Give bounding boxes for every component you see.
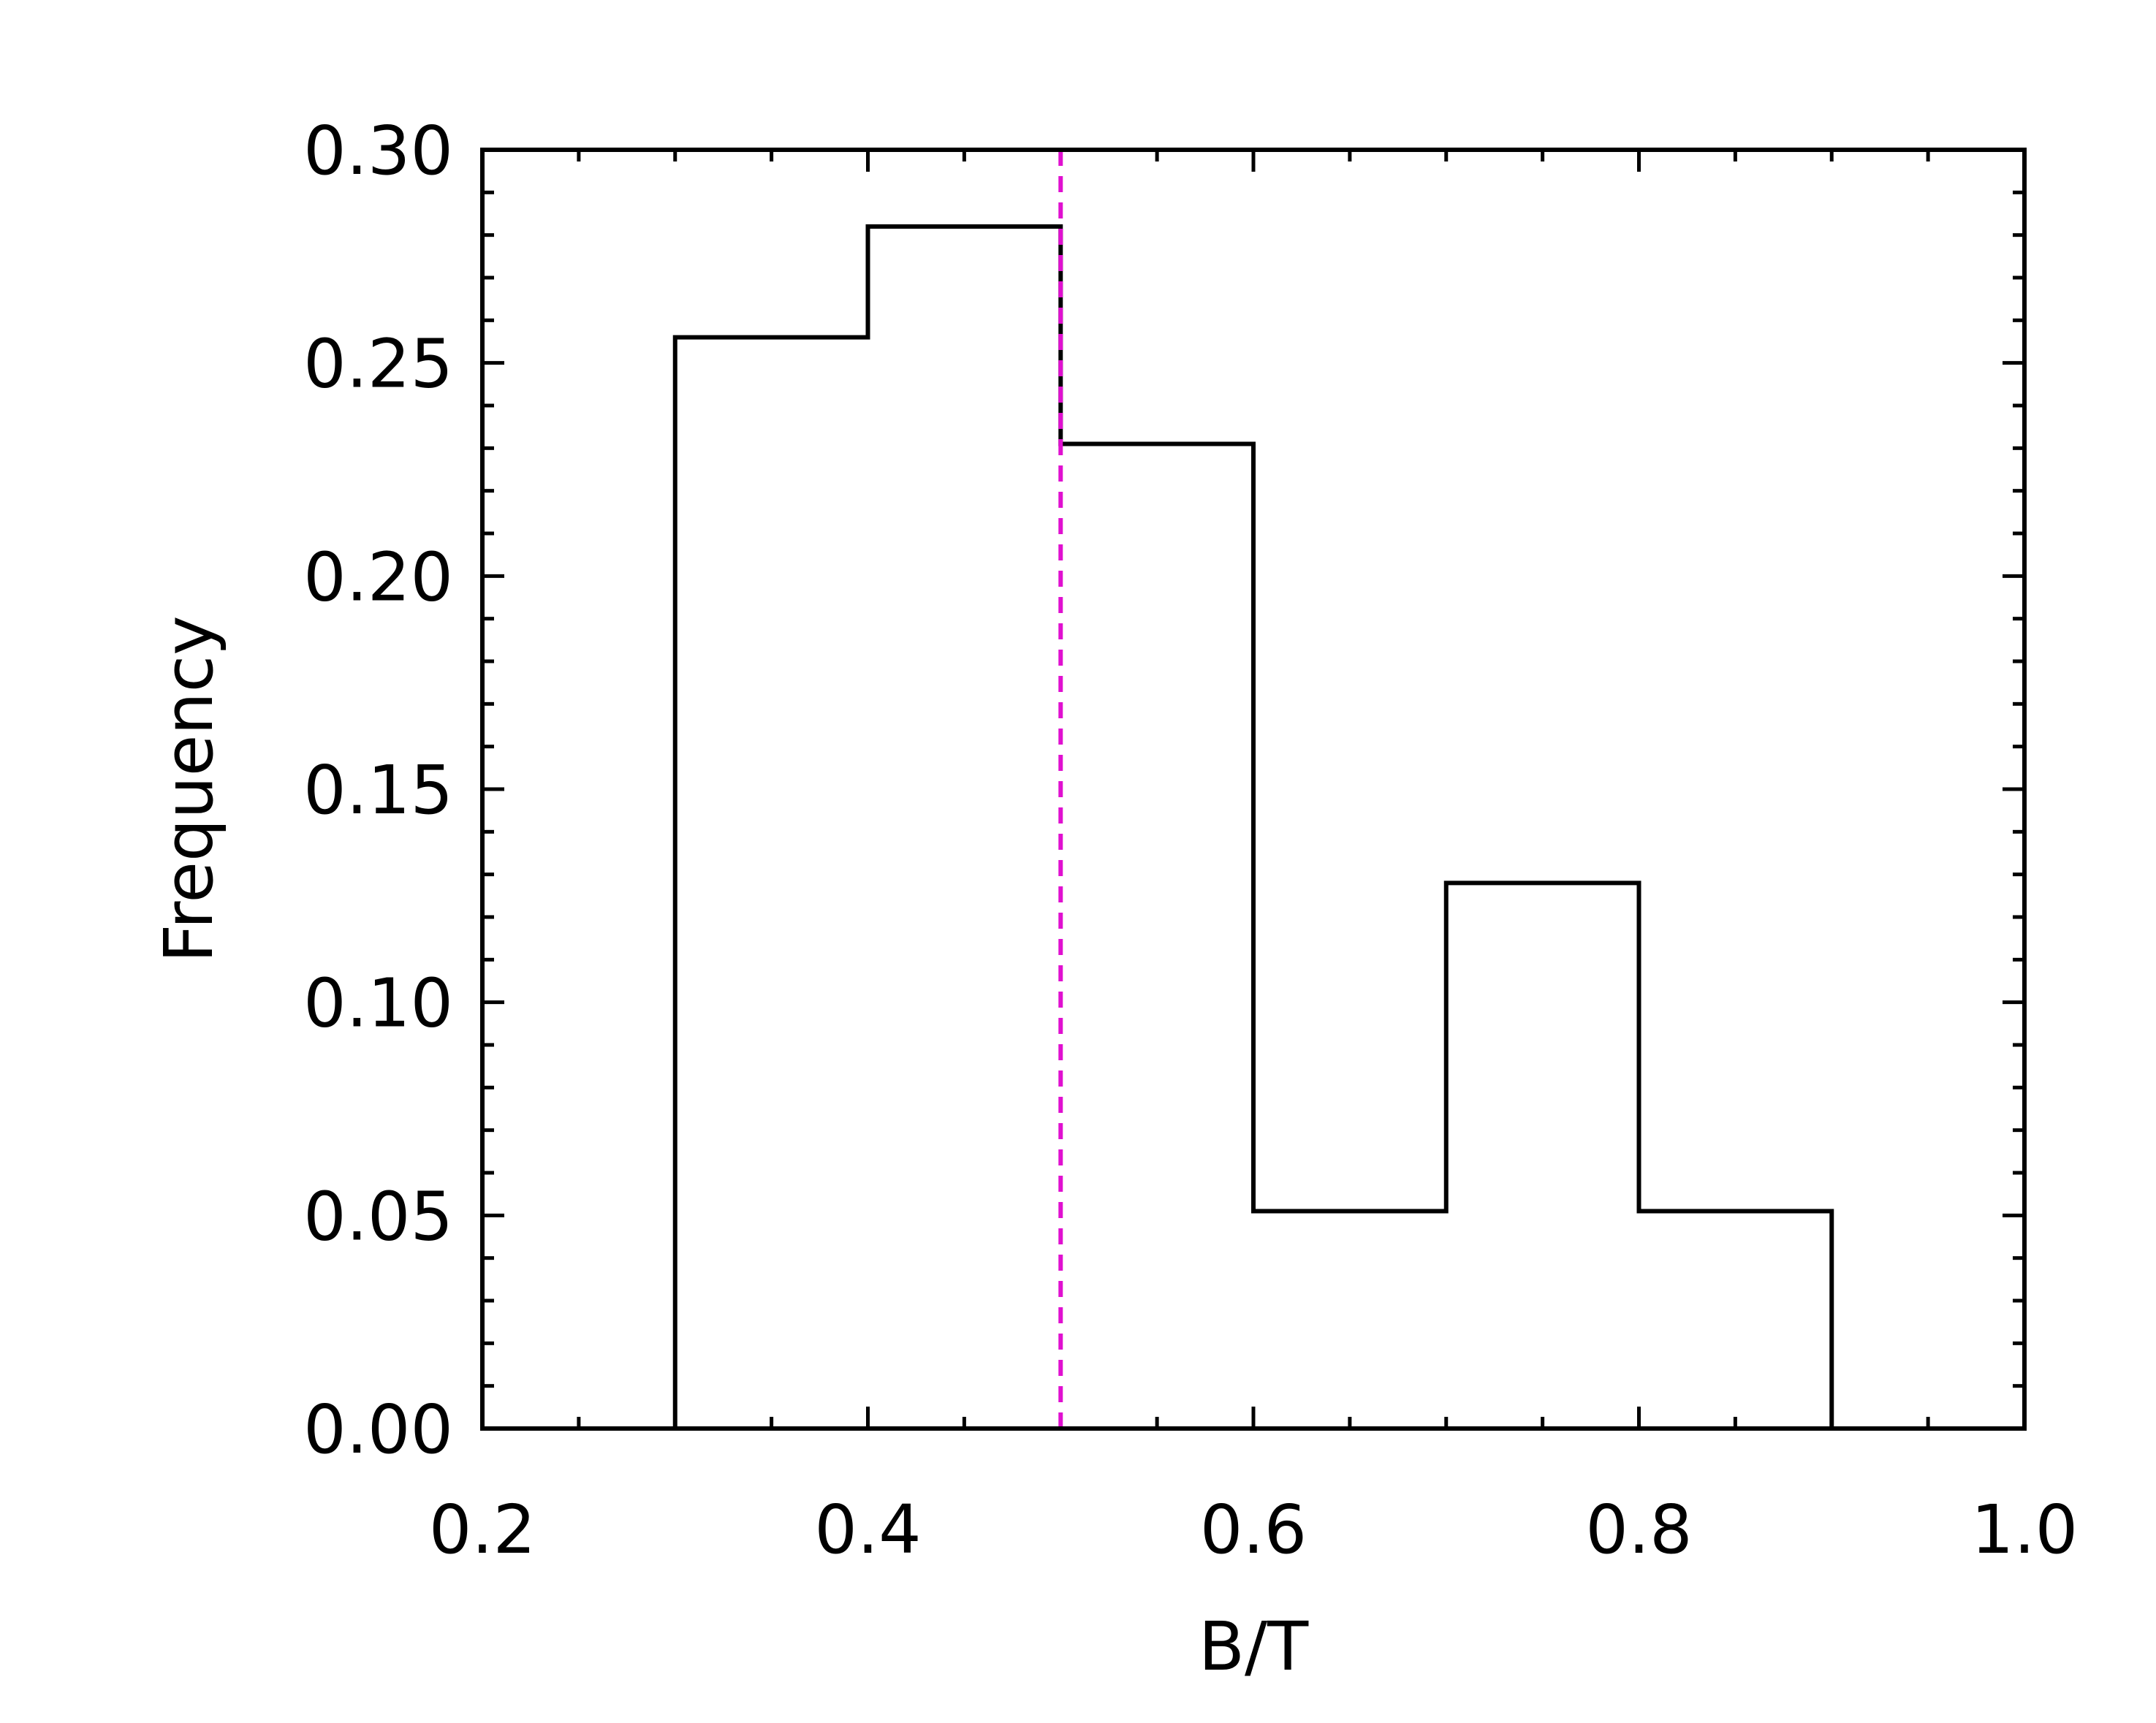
y-tick-label: 0.15	[303, 751, 453, 829]
y-tick-label: 0.05	[303, 1177, 453, 1255]
x-tick-label: 0.2	[429, 1491, 536, 1569]
histogram-bin	[1253, 1212, 1446, 1429]
y-axis-title: Frequency	[150, 615, 228, 962]
x-axis-title: B/T	[1199, 1608, 1309, 1686]
x-tick-labels: 0.2 0.4 0.6 0.8 1.0	[429, 1491, 2078, 1569]
y-tick-label: 0.30	[303, 112, 453, 190]
y-tick-labels: 0.00 0.05 0.10 0.15 0.20 0.25 0.30	[303, 112, 453, 1469]
histogram-bin	[868, 227, 1061, 1429]
histogram-bars	[672, 224, 1834, 1429]
histogram-bin	[1639, 1212, 1832, 1429]
x-tick-label: 0.8	[1585, 1491, 1692, 1569]
x-tick-label: 0.6	[1200, 1491, 1307, 1569]
histogram-outline	[672, 224, 1834, 1429]
y-tick-label: 0.20	[303, 538, 453, 616]
y-tick-label: 0.10	[303, 965, 453, 1043]
x-tick-label: 1.0	[1971, 1491, 2078, 1569]
x-tick-label: 0.4	[814, 1491, 921, 1569]
histogram-bin	[1060, 444, 1253, 1429]
plot-frame	[480, 148, 2027, 1431]
y-tick-label: 0.00	[303, 1391, 453, 1469]
histogram-bin	[675, 338, 868, 1429]
histogram-bin	[1446, 883, 1639, 1429]
y-tick-label: 0.25	[303, 325, 453, 403]
